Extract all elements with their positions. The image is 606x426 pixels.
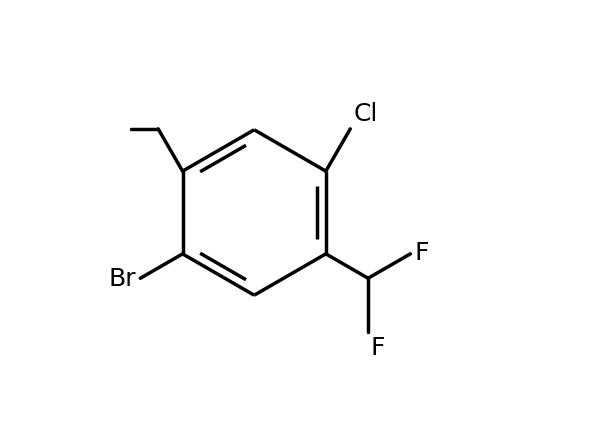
Text: Cl: Cl [354, 102, 378, 126]
Text: F: F [415, 240, 429, 264]
Text: Br: Br [108, 267, 136, 291]
Text: F: F [370, 336, 385, 360]
